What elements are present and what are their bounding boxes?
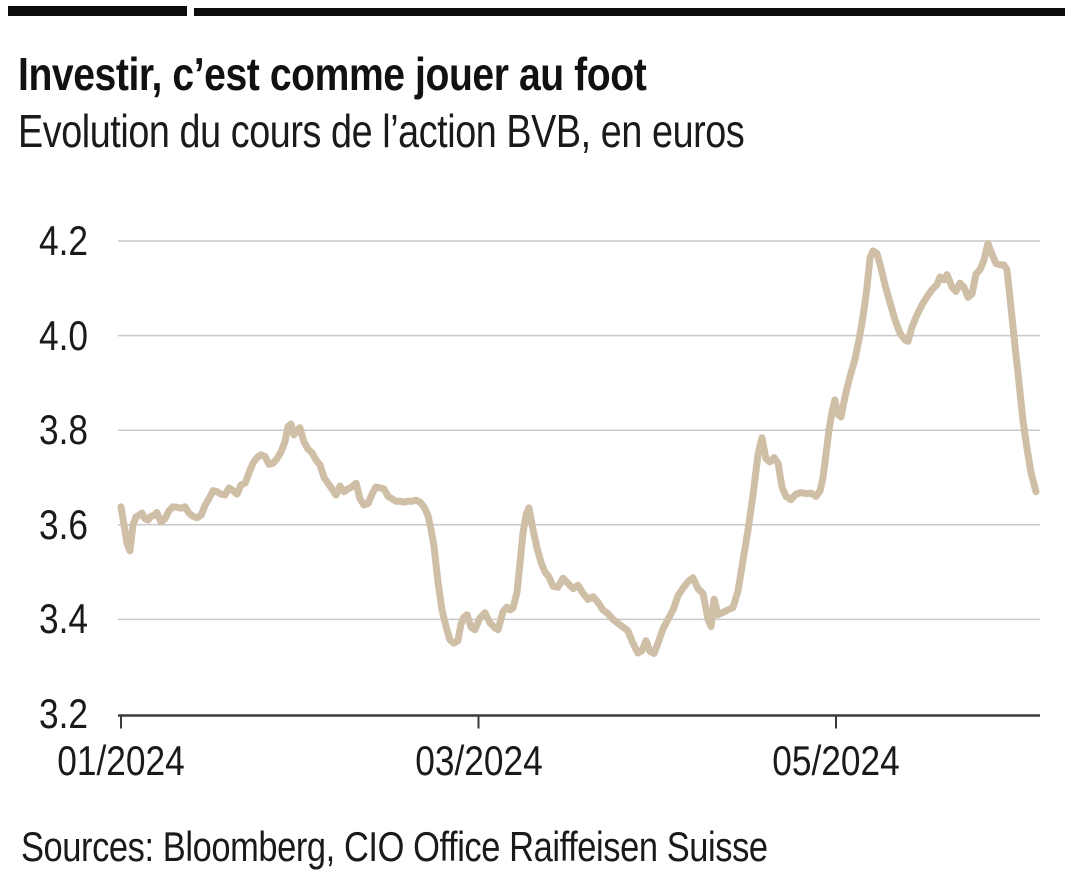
price-line — [117, 239, 1040, 657]
top-bar-segment-right — [194, 8, 1065, 16]
top-bar-segment-left — [8, 6, 187, 16]
chart-subtitle: Evolution du cours de l’action BVB, en e… — [18, 105, 745, 157]
x-axis-label: 05/2024 — [772, 737, 900, 784]
y-axis-label: 3.6 — [38, 500, 88, 548]
y-axis-label: 3.8 — [38, 406, 88, 454]
y-axis-label: 4.2 — [38, 217, 88, 264]
x-axis-label: 01/2024 — [57, 737, 185, 784]
sources-caption: Sources: Bloomberg, CIO Office Raiffeise… — [21, 823, 768, 870]
x-axis-label: 03/2024 — [414, 737, 543, 784]
y-axis-label: 3.4 — [38, 595, 88, 643]
chart-title: Investir, c’est comme jouer au foot — [18, 48, 647, 100]
y-axis-label: 4.0 — [38, 311, 88, 359]
y-axis-label: 3.2 — [38, 690, 88, 737]
